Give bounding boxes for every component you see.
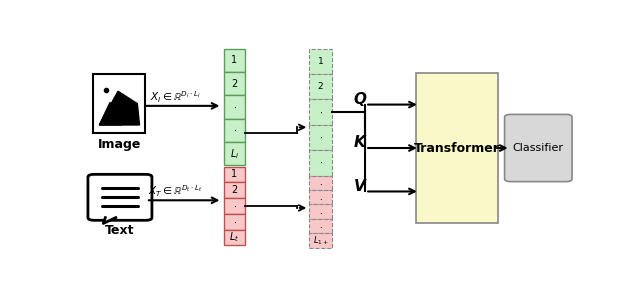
- Text: $\boldsymbol{K}$: $\boldsymbol{K}$: [353, 134, 367, 150]
- Text: $\cdot$: $\cdot$: [232, 125, 237, 135]
- Text: $L_i$: $L_i$: [230, 147, 239, 161]
- Text: $\cdot$: $\cdot$: [319, 207, 323, 216]
- FancyBboxPatch shape: [416, 73, 498, 223]
- FancyBboxPatch shape: [309, 150, 332, 175]
- Text: $X_T \in \mathbb{R}^{D_t \cdot L_t}$: $X_T \in \mathbb{R}^{D_t \cdot L_t}$: [148, 183, 202, 199]
- FancyBboxPatch shape: [224, 166, 245, 182]
- FancyBboxPatch shape: [224, 119, 245, 142]
- FancyBboxPatch shape: [504, 114, 572, 182]
- FancyBboxPatch shape: [309, 219, 332, 233]
- Text: Image: Image: [98, 138, 141, 151]
- Polygon shape: [103, 218, 116, 223]
- Text: $\cdot$: $\cdot$: [319, 221, 323, 230]
- Text: Transformer: Transformer: [414, 142, 500, 154]
- FancyBboxPatch shape: [309, 99, 332, 125]
- Polygon shape: [99, 102, 122, 125]
- FancyBboxPatch shape: [309, 233, 332, 248]
- Text: 2: 2: [232, 79, 237, 88]
- FancyBboxPatch shape: [224, 48, 245, 72]
- FancyBboxPatch shape: [309, 48, 332, 74]
- Text: 1: 1: [232, 169, 237, 180]
- Polygon shape: [99, 91, 140, 125]
- Text: $\cdot$: $\cdot$: [319, 107, 323, 117]
- FancyBboxPatch shape: [309, 190, 332, 204]
- FancyBboxPatch shape: [309, 74, 332, 99]
- FancyBboxPatch shape: [224, 230, 245, 245]
- FancyBboxPatch shape: [93, 74, 145, 133]
- Text: $L_t$: $L_t$: [229, 230, 239, 244]
- Text: $L_{1+}$: $L_{1+}$: [312, 234, 328, 246]
- Text: Text: Text: [105, 224, 134, 237]
- Text: $\boldsymbol{Q}$: $\boldsymbol{Q}$: [353, 90, 367, 108]
- Text: 2: 2: [317, 82, 323, 91]
- Text: $\cdot$: $\cdot$: [319, 158, 323, 167]
- Text: $\cdot$: $\cdot$: [319, 193, 323, 202]
- FancyBboxPatch shape: [224, 72, 245, 95]
- FancyBboxPatch shape: [224, 142, 245, 166]
- FancyBboxPatch shape: [224, 182, 245, 198]
- Text: $\boldsymbol{V}$: $\boldsymbol{V}$: [353, 178, 367, 194]
- Text: $\cdot$: $\cdot$: [232, 217, 237, 227]
- Text: 1: 1: [317, 57, 323, 66]
- FancyBboxPatch shape: [309, 204, 332, 219]
- Text: $X_I \in \mathbb{R}^{D_i \cdot L_i}$: $X_I \in \mathbb{R}^{D_i \cdot L_i}$: [150, 89, 200, 105]
- Text: $\cdot$: $\cdot$: [232, 102, 237, 112]
- FancyBboxPatch shape: [88, 174, 152, 220]
- FancyBboxPatch shape: [224, 95, 245, 119]
- Text: $\cdot$: $\cdot$: [319, 133, 323, 142]
- FancyBboxPatch shape: [224, 198, 245, 214]
- Text: 2: 2: [232, 185, 237, 195]
- FancyBboxPatch shape: [224, 214, 245, 230]
- FancyBboxPatch shape: [309, 125, 332, 150]
- Text: $\cdot$: $\cdot$: [319, 178, 323, 187]
- Text: Classifier: Classifier: [513, 143, 564, 153]
- FancyBboxPatch shape: [309, 175, 332, 190]
- Text: $\cdot$: $\cdot$: [232, 201, 237, 211]
- Text: 1: 1: [232, 55, 237, 65]
